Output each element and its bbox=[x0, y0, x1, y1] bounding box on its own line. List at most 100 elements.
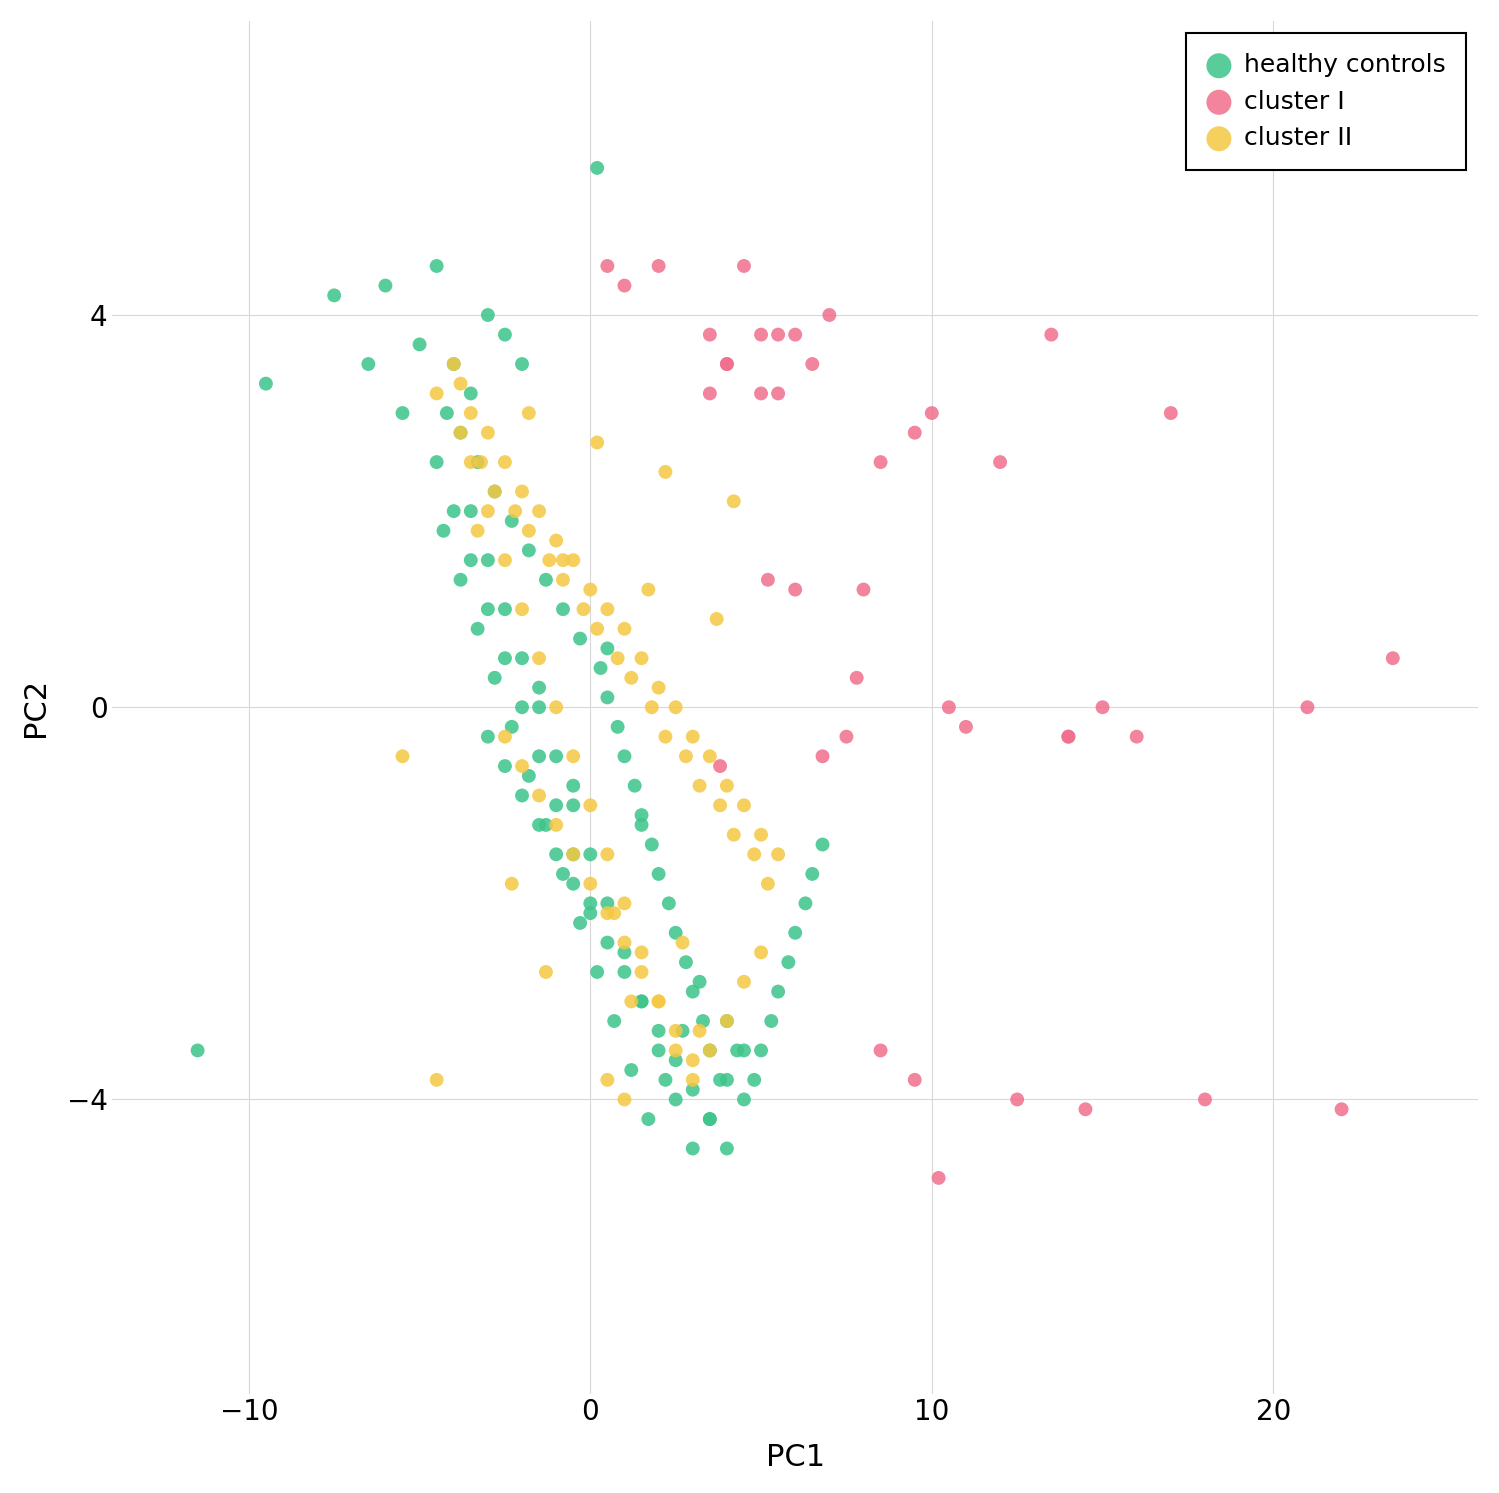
healthy controls bbox=[681, 1078, 705, 1102]
cluster II bbox=[475, 421, 499, 445]
healthy controls bbox=[186, 1039, 210, 1063]
healthy controls bbox=[670, 1018, 694, 1042]
healthy controls bbox=[528, 814, 552, 838]
healthy controls bbox=[760, 1009, 784, 1033]
healthy controls bbox=[373, 273, 397, 297]
healthy controls bbox=[646, 1018, 670, 1042]
cluster II bbox=[517, 402, 541, 426]
healthy controls bbox=[766, 979, 790, 1003]
healthy controls bbox=[664, 921, 688, 945]
healthy controls bbox=[646, 1039, 670, 1063]
healthy controls bbox=[613, 941, 637, 964]
cluster II bbox=[699, 745, 723, 769]
cluster II bbox=[475, 499, 499, 523]
healthy controls bbox=[595, 685, 619, 709]
healthy controls bbox=[688, 970, 712, 994]
healthy controls bbox=[579, 842, 603, 866]
cluster I bbox=[1330, 1097, 1354, 1121]
cluster II bbox=[561, 548, 585, 572]
cluster II bbox=[619, 666, 643, 690]
healthy controls bbox=[544, 793, 568, 817]
cluster II bbox=[603, 902, 627, 926]
healthy controls bbox=[613, 745, 637, 769]
cluster II bbox=[552, 567, 576, 591]
healthy controls bbox=[253, 372, 277, 396]
healthy controls bbox=[442, 352, 466, 376]
cluster II bbox=[630, 960, 654, 984]
healthy controls bbox=[811, 833, 835, 857]
cluster II bbox=[630, 941, 654, 964]
healthy controls bbox=[606, 715, 630, 739]
healthy controls bbox=[424, 451, 448, 475]
cluster II bbox=[721, 490, 745, 514]
cluster II bbox=[619, 990, 643, 1014]
cluster II bbox=[528, 784, 552, 808]
cluster I bbox=[766, 322, 790, 346]
cluster I bbox=[1381, 646, 1405, 670]
healthy controls bbox=[699, 1108, 723, 1132]
healthy controls bbox=[475, 597, 499, 621]
healthy controls bbox=[595, 930, 619, 954]
healthy controls bbox=[630, 814, 654, 838]
cluster II bbox=[579, 578, 603, 602]
cluster I bbox=[868, 451, 892, 475]
cluster II bbox=[537, 548, 561, 572]
cluster II bbox=[721, 823, 745, 847]
cluster II bbox=[391, 745, 415, 769]
cluster II bbox=[493, 724, 517, 748]
cluster I bbox=[1295, 696, 1319, 720]
cluster II bbox=[630, 646, 654, 670]
cluster II bbox=[579, 872, 603, 896]
cluster II bbox=[681, 1067, 705, 1091]
cluster II bbox=[675, 745, 699, 769]
cluster I bbox=[851, 578, 875, 602]
cluster II bbox=[528, 499, 552, 523]
healthy controls bbox=[726, 1039, 750, 1063]
cluster II bbox=[664, 1039, 688, 1063]
healthy controls bbox=[595, 636, 619, 660]
cluster I bbox=[750, 382, 773, 406]
healthy controls bbox=[510, 352, 534, 376]
healthy controls bbox=[654, 1067, 678, 1091]
healthy controls bbox=[408, 333, 432, 357]
cluster II bbox=[705, 608, 729, 632]
healthy controls bbox=[475, 724, 499, 748]
healthy controls bbox=[459, 382, 483, 406]
cluster II bbox=[654, 724, 678, 748]
healthy controls bbox=[448, 567, 472, 591]
cluster II bbox=[715, 773, 739, 797]
healthy controls bbox=[483, 666, 507, 690]
cluster II bbox=[579, 793, 603, 817]
healthy controls bbox=[552, 597, 576, 621]
cluster II bbox=[469, 451, 493, 475]
healthy controls bbox=[595, 891, 619, 915]
cluster II bbox=[561, 745, 585, 769]
healthy controls bbox=[534, 814, 558, 838]
cluster I bbox=[595, 254, 619, 278]
cluster II bbox=[681, 724, 705, 748]
healthy controls bbox=[657, 891, 681, 915]
cluster I bbox=[1039, 322, 1063, 346]
healthy controls bbox=[357, 352, 381, 376]
healthy controls bbox=[742, 1067, 766, 1091]
cluster I bbox=[1159, 402, 1183, 426]
cluster I bbox=[715, 352, 739, 376]
cluster II bbox=[442, 352, 466, 376]
healthy controls bbox=[699, 1108, 723, 1132]
cluster I bbox=[699, 322, 723, 346]
cluster I bbox=[1006, 1087, 1030, 1111]
cluster II bbox=[595, 902, 619, 926]
healthy controls bbox=[646, 861, 670, 885]
healthy controls bbox=[432, 518, 456, 542]
healthy controls bbox=[459, 548, 483, 572]
X-axis label: PC1: PC1 bbox=[766, 1444, 824, 1472]
healthy controls bbox=[561, 773, 585, 797]
healthy controls bbox=[675, 950, 699, 973]
healthy controls bbox=[552, 861, 576, 885]
healthy controls bbox=[528, 676, 552, 700]
healthy controls bbox=[699, 1039, 723, 1063]
cluster II bbox=[613, 1087, 637, 1111]
healthy controls bbox=[493, 646, 517, 670]
healthy controls bbox=[681, 979, 705, 1003]
healthy controls bbox=[691, 1009, 715, 1033]
